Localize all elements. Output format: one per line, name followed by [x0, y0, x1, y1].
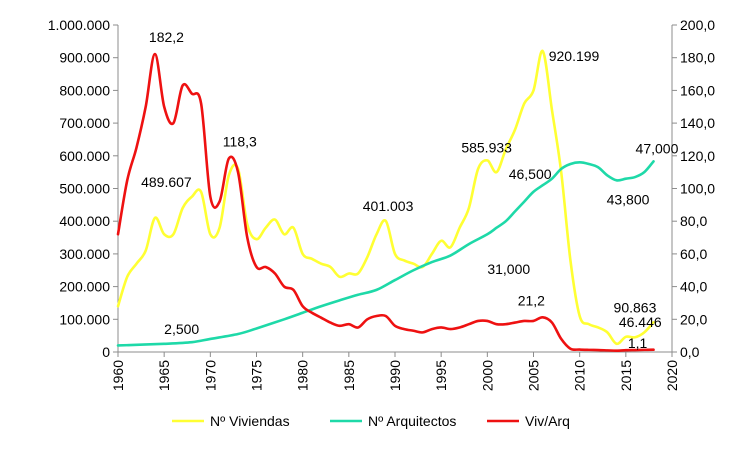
right-y-tick-label: 160,0	[680, 82, 715, 98]
data-label: 21,2	[518, 292, 545, 308]
x-tick-label: 1965	[156, 360, 172, 391]
data-label: 31,000	[487, 261, 530, 277]
right-y-tick-label: 80,0	[680, 213, 707, 229]
data-label: 46,500	[509, 166, 552, 182]
legend-label-viv-arq: Viv/Arq	[525, 413, 570, 429]
right-y-tick-label: 60,0	[680, 246, 707, 262]
data-label: 43,800	[607, 191, 650, 207]
left-y-tick-label: 400.000	[59, 213, 110, 229]
left-y-tick-label: 800.000	[59, 82, 110, 98]
x-tick-label: 1980	[295, 360, 311, 391]
data-label: 90.863	[614, 299, 657, 315]
right-y-tick-label: 20,0	[680, 311, 707, 327]
data-label: 920.199	[549, 48, 600, 64]
left-y-tick-label: 900.000	[59, 50, 110, 66]
left-y-tick-label: 100.000	[59, 311, 110, 327]
x-tick-label: 1985	[341, 360, 357, 391]
data-label: 47,000	[636, 140, 679, 156]
x-tick-label: 2015	[618, 360, 634, 391]
left-y-tick-label: 1.000.000	[48, 17, 110, 33]
left-y-tick-label: 700.000	[59, 115, 110, 131]
x-tick-label: 1995	[433, 360, 449, 391]
legend: Nº Viviendas Nº Arquitectos Viv/Arq	[172, 413, 570, 429]
x-axis-ticks: 1960 1965 1970 1975 1980 1985 1990 1995 2000 2005…	[110, 352, 680, 391]
x-tick-label: 2005	[526, 360, 542, 391]
left-y-axis-ticks: 0 100.000 200.000 300.000 400.000 500.000 600.…	[48, 17, 118, 360]
left-y-tick-label: 600.000	[59, 148, 110, 164]
data-label: 401.003	[363, 198, 414, 214]
x-tick-label: 2020	[664, 360, 680, 391]
x-tick-label: 1990	[387, 360, 403, 391]
right-y-tick-label: 140,0	[680, 115, 715, 131]
right-y-tick-label: 200,0	[680, 17, 715, 33]
x-tick-label: 1970	[202, 360, 218, 391]
data-label: 182,2	[149, 29, 184, 45]
left-y-tick-label: 500.000	[59, 181, 110, 197]
data-label: 1,1	[628, 335, 648, 351]
right-y-axis-ticks: 0,0 20,0 40,0 60,0 80,0 100,0 120,0 140,0 160,0 1…	[672, 17, 715, 360]
data-label: 489.607	[141, 174, 192, 190]
series-line-n-arquitectos	[116, 160, 655, 347]
right-y-tick-label: 180,0	[680, 50, 715, 66]
series-line-viv-arq	[116, 52, 655, 352]
legend-label-n-arquitectos: Nº Arquitectos	[368, 413, 456, 429]
x-tick-label: 1975	[249, 360, 265, 391]
data-label: 585.933	[461, 139, 512, 155]
data-label: 2,500	[164, 321, 199, 337]
data-label: 46.446	[619, 314, 662, 330]
x-tick-label: 1960	[110, 360, 126, 391]
series-line-n-viviendas	[116, 49, 655, 346]
left-y-tick-label: 200.000	[59, 279, 110, 295]
series-lines	[116, 49, 655, 352]
right-y-tick-label: 0,0	[680, 344, 700, 360]
left-y-tick-label: 300.000	[59, 246, 110, 262]
data-annotations: 182,2 118,3 489.607 2,500 401.003 585.933 31,0…	[141, 29, 678, 351]
right-y-tick-label: 100,0	[680, 181, 715, 197]
axes	[117, 25, 673, 353]
x-tick-label: 2010	[572, 360, 588, 391]
data-label: 118,3	[223, 134, 257, 150]
right-y-tick-label: 120,0	[680, 148, 715, 164]
x-tick-label: 2000	[479, 360, 495, 391]
right-y-tick-label: 40,0	[680, 279, 707, 295]
left-y-tick-label: 0	[102, 344, 110, 360]
legend-label-n-viviendas: Nº Viviendas	[210, 413, 290, 429]
